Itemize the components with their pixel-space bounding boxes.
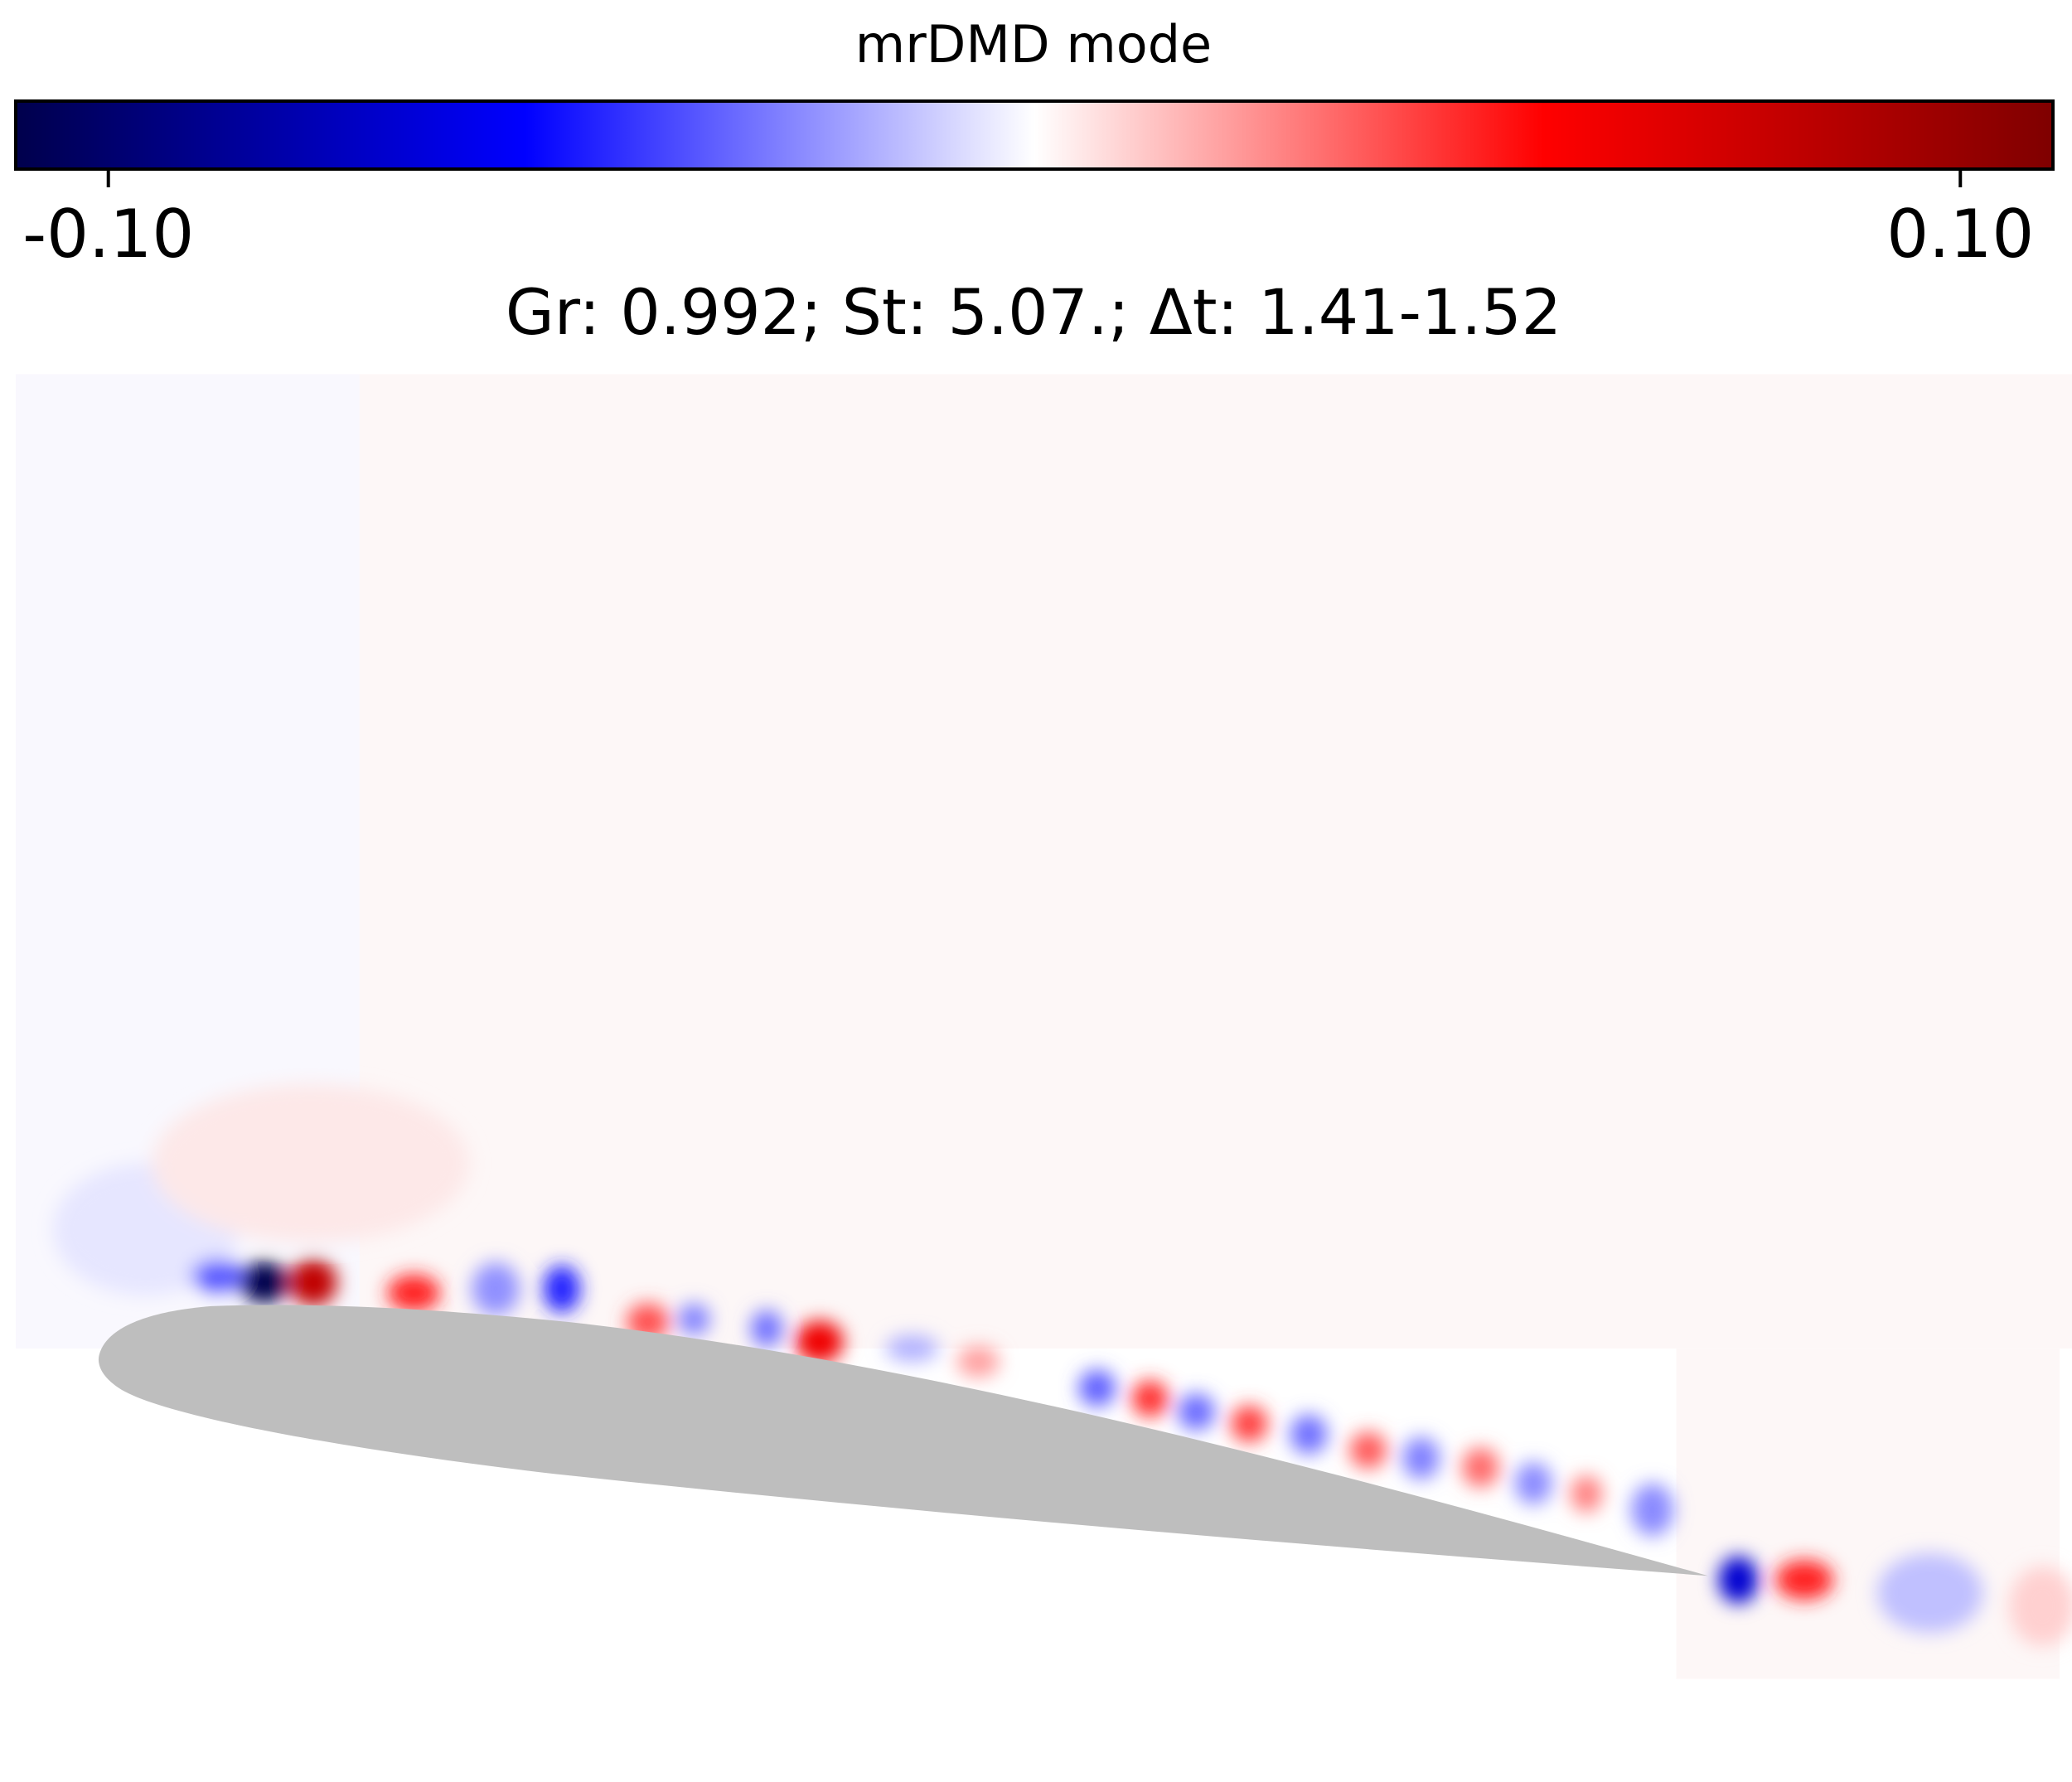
- blob: [387, 1274, 441, 1312]
- blob: [472, 1262, 520, 1316]
- blob: [289, 1258, 337, 1306]
- blob: [1631, 1483, 1674, 1537]
- blob: [543, 1265, 581, 1313]
- blob: [1775, 1560, 1834, 1600]
- blob: [1349, 1431, 1387, 1470]
- blob: [191, 1260, 245, 1292]
- colorbar-label: mrDMD mode: [855, 14, 1212, 75]
- blob: [1402, 1436, 1440, 1479]
- plot-title: Gr: 0.992; St: 5.07.; Δt: 1.41-1.52: [506, 275, 1561, 349]
- blob: [1178, 1393, 1215, 1431]
- colorbar-tick-label: 0.10: [1886, 196, 2034, 273]
- colorbar: [14, 99, 2055, 171]
- mode-structures: [52, 1083, 2072, 1646]
- blob: [956, 1345, 1000, 1378]
- blob: [1462, 1447, 1499, 1488]
- colorbar-tick-label: -0.10: [22, 196, 194, 273]
- blob: [678, 1303, 710, 1335]
- blob: [1078, 1369, 1116, 1407]
- blob: [1290, 1414, 1328, 1455]
- blob: [1230, 1405, 1268, 1443]
- blob: [750, 1310, 783, 1348]
- blob: [152, 1083, 470, 1243]
- blob: [885, 1334, 939, 1362]
- blob: [2009, 1567, 2072, 1646]
- airfoil: [98, 1305, 1708, 1576]
- blob: [240, 1261, 288, 1304]
- blob: [1131, 1380, 1169, 1417]
- blob: [1718, 1556, 1759, 1604]
- field-background: [1676, 1348, 2060, 1679]
- blob: [796, 1320, 844, 1363]
- field: [16, 374, 2072, 1679]
- blob: [1876, 1553, 1983, 1633]
- blob: [1570, 1475, 1603, 1513]
- blob: [1514, 1462, 1552, 1505]
